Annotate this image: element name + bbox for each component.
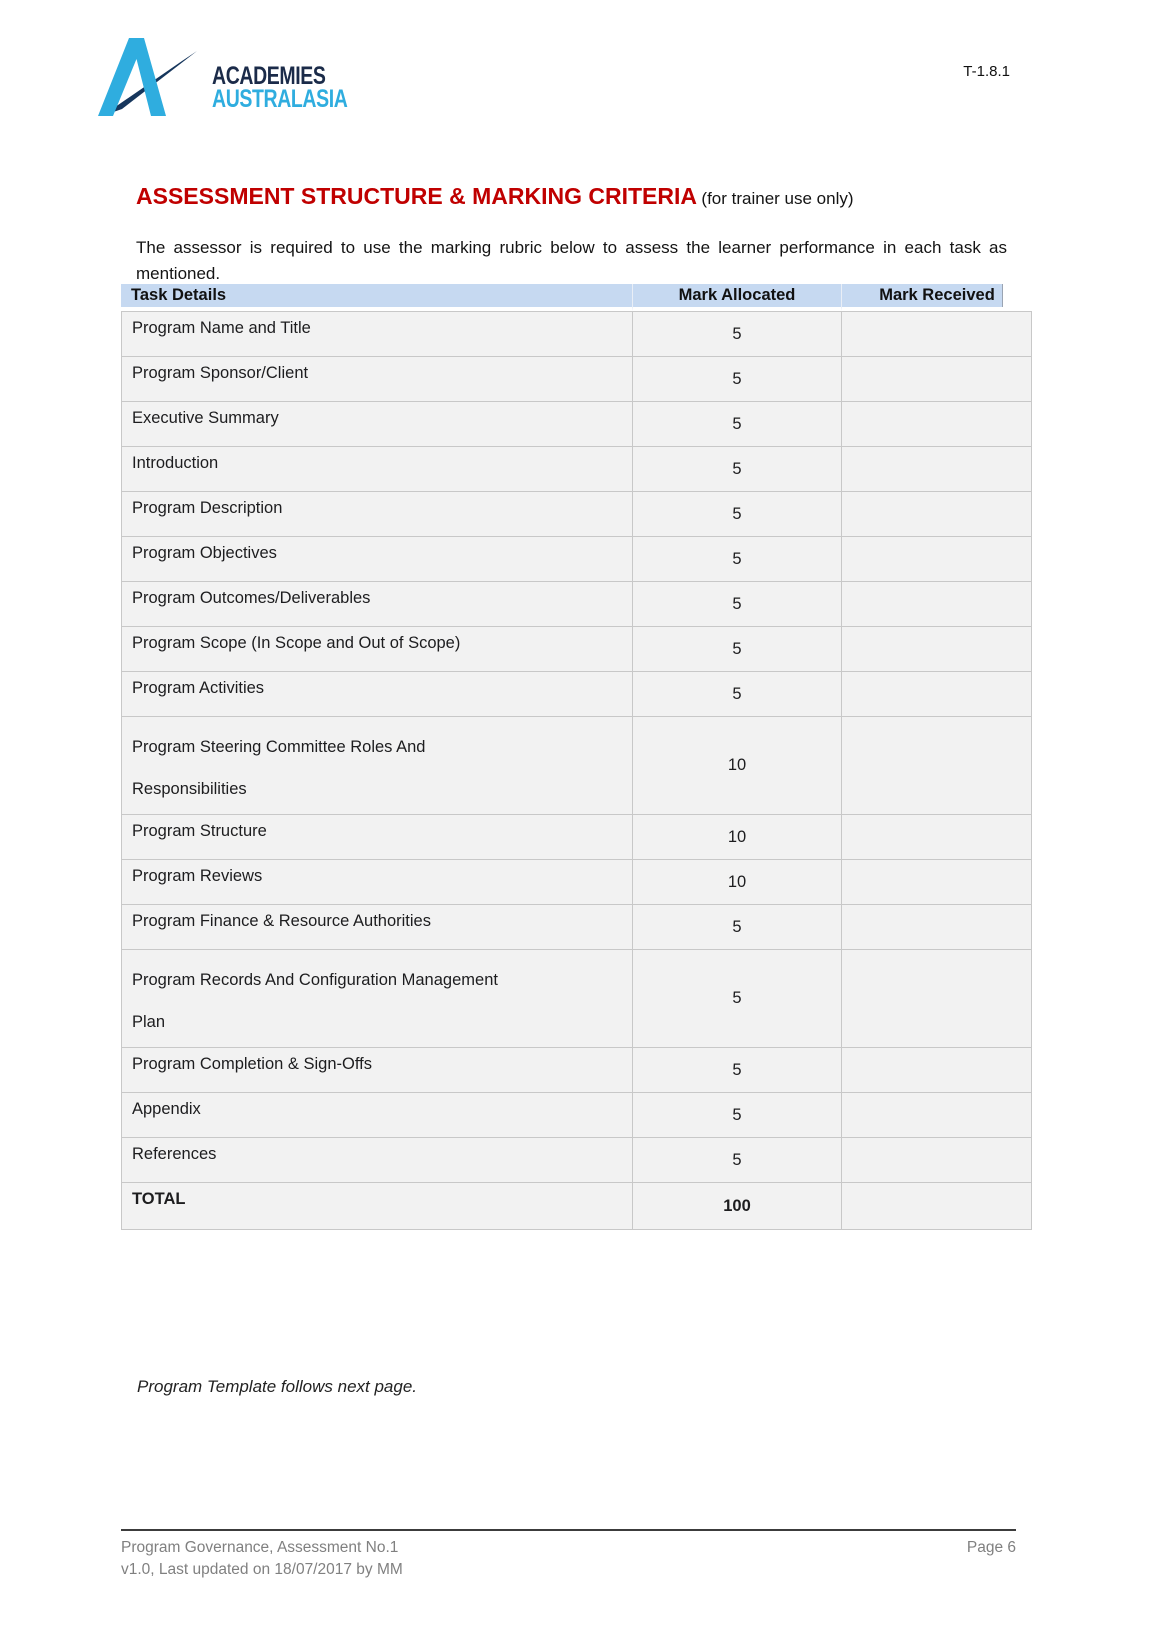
mark-allocated-cell: 5 bbox=[632, 581, 841, 626]
task-cell: Program Reviews bbox=[121, 859, 632, 904]
task-cell: Program Scope (In Scope and Out of Scope… bbox=[121, 626, 632, 671]
task-cell: Program Outcomes/Deliverables bbox=[121, 581, 632, 626]
mark-allocated-cell: 5 bbox=[632, 904, 841, 949]
mark-received-cell bbox=[841, 859, 1032, 904]
table-row: Program Objectives 5 bbox=[121, 536, 1032, 581]
page-footer: Program Governance, Assessment No.1 v1.0… bbox=[121, 1529, 1016, 1581]
mark-allocated-cell: 5 bbox=[632, 491, 841, 536]
next-page-note: Program Template follows next page. bbox=[137, 1377, 418, 1396]
mark-received-cell bbox=[841, 446, 1032, 491]
table-row: Program Description 5 bbox=[121, 491, 1032, 536]
task-cell: Introduction bbox=[121, 446, 632, 491]
mark-allocated-cell: 10 bbox=[632, 814, 841, 859]
table-row: Program Finance & Resource Authorities 5 bbox=[121, 904, 1032, 949]
mark-received-cell bbox=[841, 814, 1032, 859]
page-title-suffix: (for trainer use only) bbox=[701, 189, 854, 208]
mark-received-cell bbox=[841, 1047, 1032, 1092]
page-title: ASSESSMENT STRUCTURE & MARKING CRITERIA … bbox=[136, 183, 1016, 210]
academies-australasia-logo-icon bbox=[98, 38, 200, 118]
document-code: T-1.8.1 bbox=[963, 63, 1010, 80]
mark-received-cell bbox=[841, 401, 1032, 446]
column-header-task-details: Task Details bbox=[121, 284, 632, 311]
mark-received-cell bbox=[841, 1092, 1032, 1137]
table-body: Program Name and Title 5 Program Sponsor/C… bbox=[121, 311, 1032, 1230]
table-row: Program Reviews 10 bbox=[121, 859, 1032, 904]
task-cell: Program Sponsor/Client bbox=[121, 356, 632, 401]
footer-line-2: v1.0, Last updated on 18/07/2017 by MM bbox=[121, 1561, 403, 1578]
task-cell: Program Completion & Sign-Offs bbox=[121, 1047, 632, 1092]
mark-allocated-cell: 100 bbox=[632, 1182, 841, 1230]
logo-word-academies: ACADEMIES bbox=[212, 62, 326, 90]
column-header-mark-received: Mark Received bbox=[841, 284, 1032, 311]
table-row: References 5 bbox=[121, 1137, 1032, 1182]
table-row: Program Activities 5 bbox=[121, 671, 1032, 716]
mark-received-cell bbox=[841, 1137, 1032, 1182]
mark-received-cell bbox=[841, 536, 1032, 581]
mark-received-cell bbox=[841, 491, 1032, 536]
task-cell: Program Structure bbox=[121, 814, 632, 859]
task-cell: Executive Summary bbox=[121, 401, 632, 446]
mark-received-cell bbox=[841, 626, 1032, 671]
mark-received-cell bbox=[841, 1182, 1032, 1230]
logo: ACADEMIES AUSTRALASIA bbox=[98, 38, 386, 118]
table-row: Program Completion & Sign-Offs 5 bbox=[121, 1047, 1032, 1092]
mark-allocated-cell: 5 bbox=[632, 311, 841, 356]
table-row: Program Scope (In Scope and Out of Scope… bbox=[121, 626, 1032, 671]
mark-allocated-cell: 5 bbox=[632, 536, 841, 581]
mark-allocated-cell: 5 bbox=[632, 1092, 841, 1137]
table-row: Program Steering Committee Roles And Res… bbox=[121, 716, 1032, 814]
footer-line-1: Program Governance, Assessment No.1 bbox=[121, 1539, 399, 1556]
task-cell: References bbox=[121, 1137, 632, 1182]
mark-received-cell bbox=[841, 949, 1032, 1047]
mark-received-cell bbox=[841, 581, 1032, 626]
mark-allocated-cell: 5 bbox=[632, 949, 841, 1047]
task-cell: Program Finance & Resource Authorities bbox=[121, 904, 632, 949]
mark-allocated-cell: 5 bbox=[632, 401, 841, 446]
task-cell: TOTAL bbox=[121, 1182, 632, 1230]
table-row: Program Records And Configuration Manage… bbox=[121, 949, 1032, 1047]
intro-paragraph: The assessor is required to use the mark… bbox=[136, 238, 1007, 283]
table-row: Program Structure 10 bbox=[121, 814, 1032, 859]
mark-allocated-cell: 10 bbox=[632, 716, 841, 814]
table-row: Introduction 5 bbox=[121, 446, 1032, 491]
footer-document-info: Program Governance, Assessment No.1 v1.0… bbox=[121, 1537, 403, 1581]
logo-word-australasia: AUSTRALASIA bbox=[212, 85, 348, 113]
mark-received-cell bbox=[841, 356, 1032, 401]
page-number: Page 6 bbox=[966, 1539, 1016, 1556]
page-title-main: ASSESSMENT STRUCTURE & MARKING CRITERIA bbox=[136, 183, 697, 209]
task-cell: Program Records And Configuration Manage… bbox=[121, 949, 632, 1047]
mark-allocated-cell: 5 bbox=[632, 446, 841, 491]
footer-divider bbox=[121, 1529, 1016, 1531]
task-cell: Program Description bbox=[121, 491, 632, 536]
task-cell: Appendix bbox=[121, 1092, 632, 1137]
table-row: Program Outcomes/Deliverables 5 bbox=[121, 581, 1032, 626]
mark-received-cell bbox=[841, 671, 1032, 716]
table-row: Program Sponsor/Client 5 bbox=[121, 356, 1032, 401]
column-header-mark-allocated: Mark Allocated bbox=[632, 284, 841, 311]
task-cell: Program Name and Title bbox=[121, 311, 632, 356]
mark-allocated-cell: 5 bbox=[632, 1137, 841, 1182]
task-cell: Program Activities bbox=[121, 671, 632, 716]
marking-criteria-table: Task Details Mark Allocated Mark Receive… bbox=[121, 284, 1032, 1230]
table-row: Executive Summary 5 bbox=[121, 401, 1032, 446]
mark-allocated-cell: 10 bbox=[632, 859, 841, 904]
mark-received-cell bbox=[841, 904, 1032, 949]
mark-allocated-cell: 5 bbox=[632, 626, 841, 671]
table-header-row: Task Details Mark Allocated Mark Receive… bbox=[121, 284, 1032, 311]
table-row: TOTAL 100 bbox=[121, 1182, 1032, 1230]
table-row: Appendix 5 bbox=[121, 1092, 1032, 1137]
logo-text: ACADEMIES AUSTRALASIA bbox=[212, 62, 386, 113]
task-cell: Program Steering Committee Roles And Res… bbox=[121, 716, 632, 814]
task-cell: Program Objectives bbox=[121, 536, 632, 581]
mark-received-cell bbox=[841, 311, 1032, 356]
mark-allocated-cell: 5 bbox=[632, 671, 841, 716]
mark-received-cell bbox=[841, 716, 1032, 814]
mark-allocated-cell: 5 bbox=[632, 1047, 841, 1092]
mark-allocated-cell: 5 bbox=[632, 356, 841, 401]
table-row: Program Name and Title 5 bbox=[121, 311, 1032, 356]
